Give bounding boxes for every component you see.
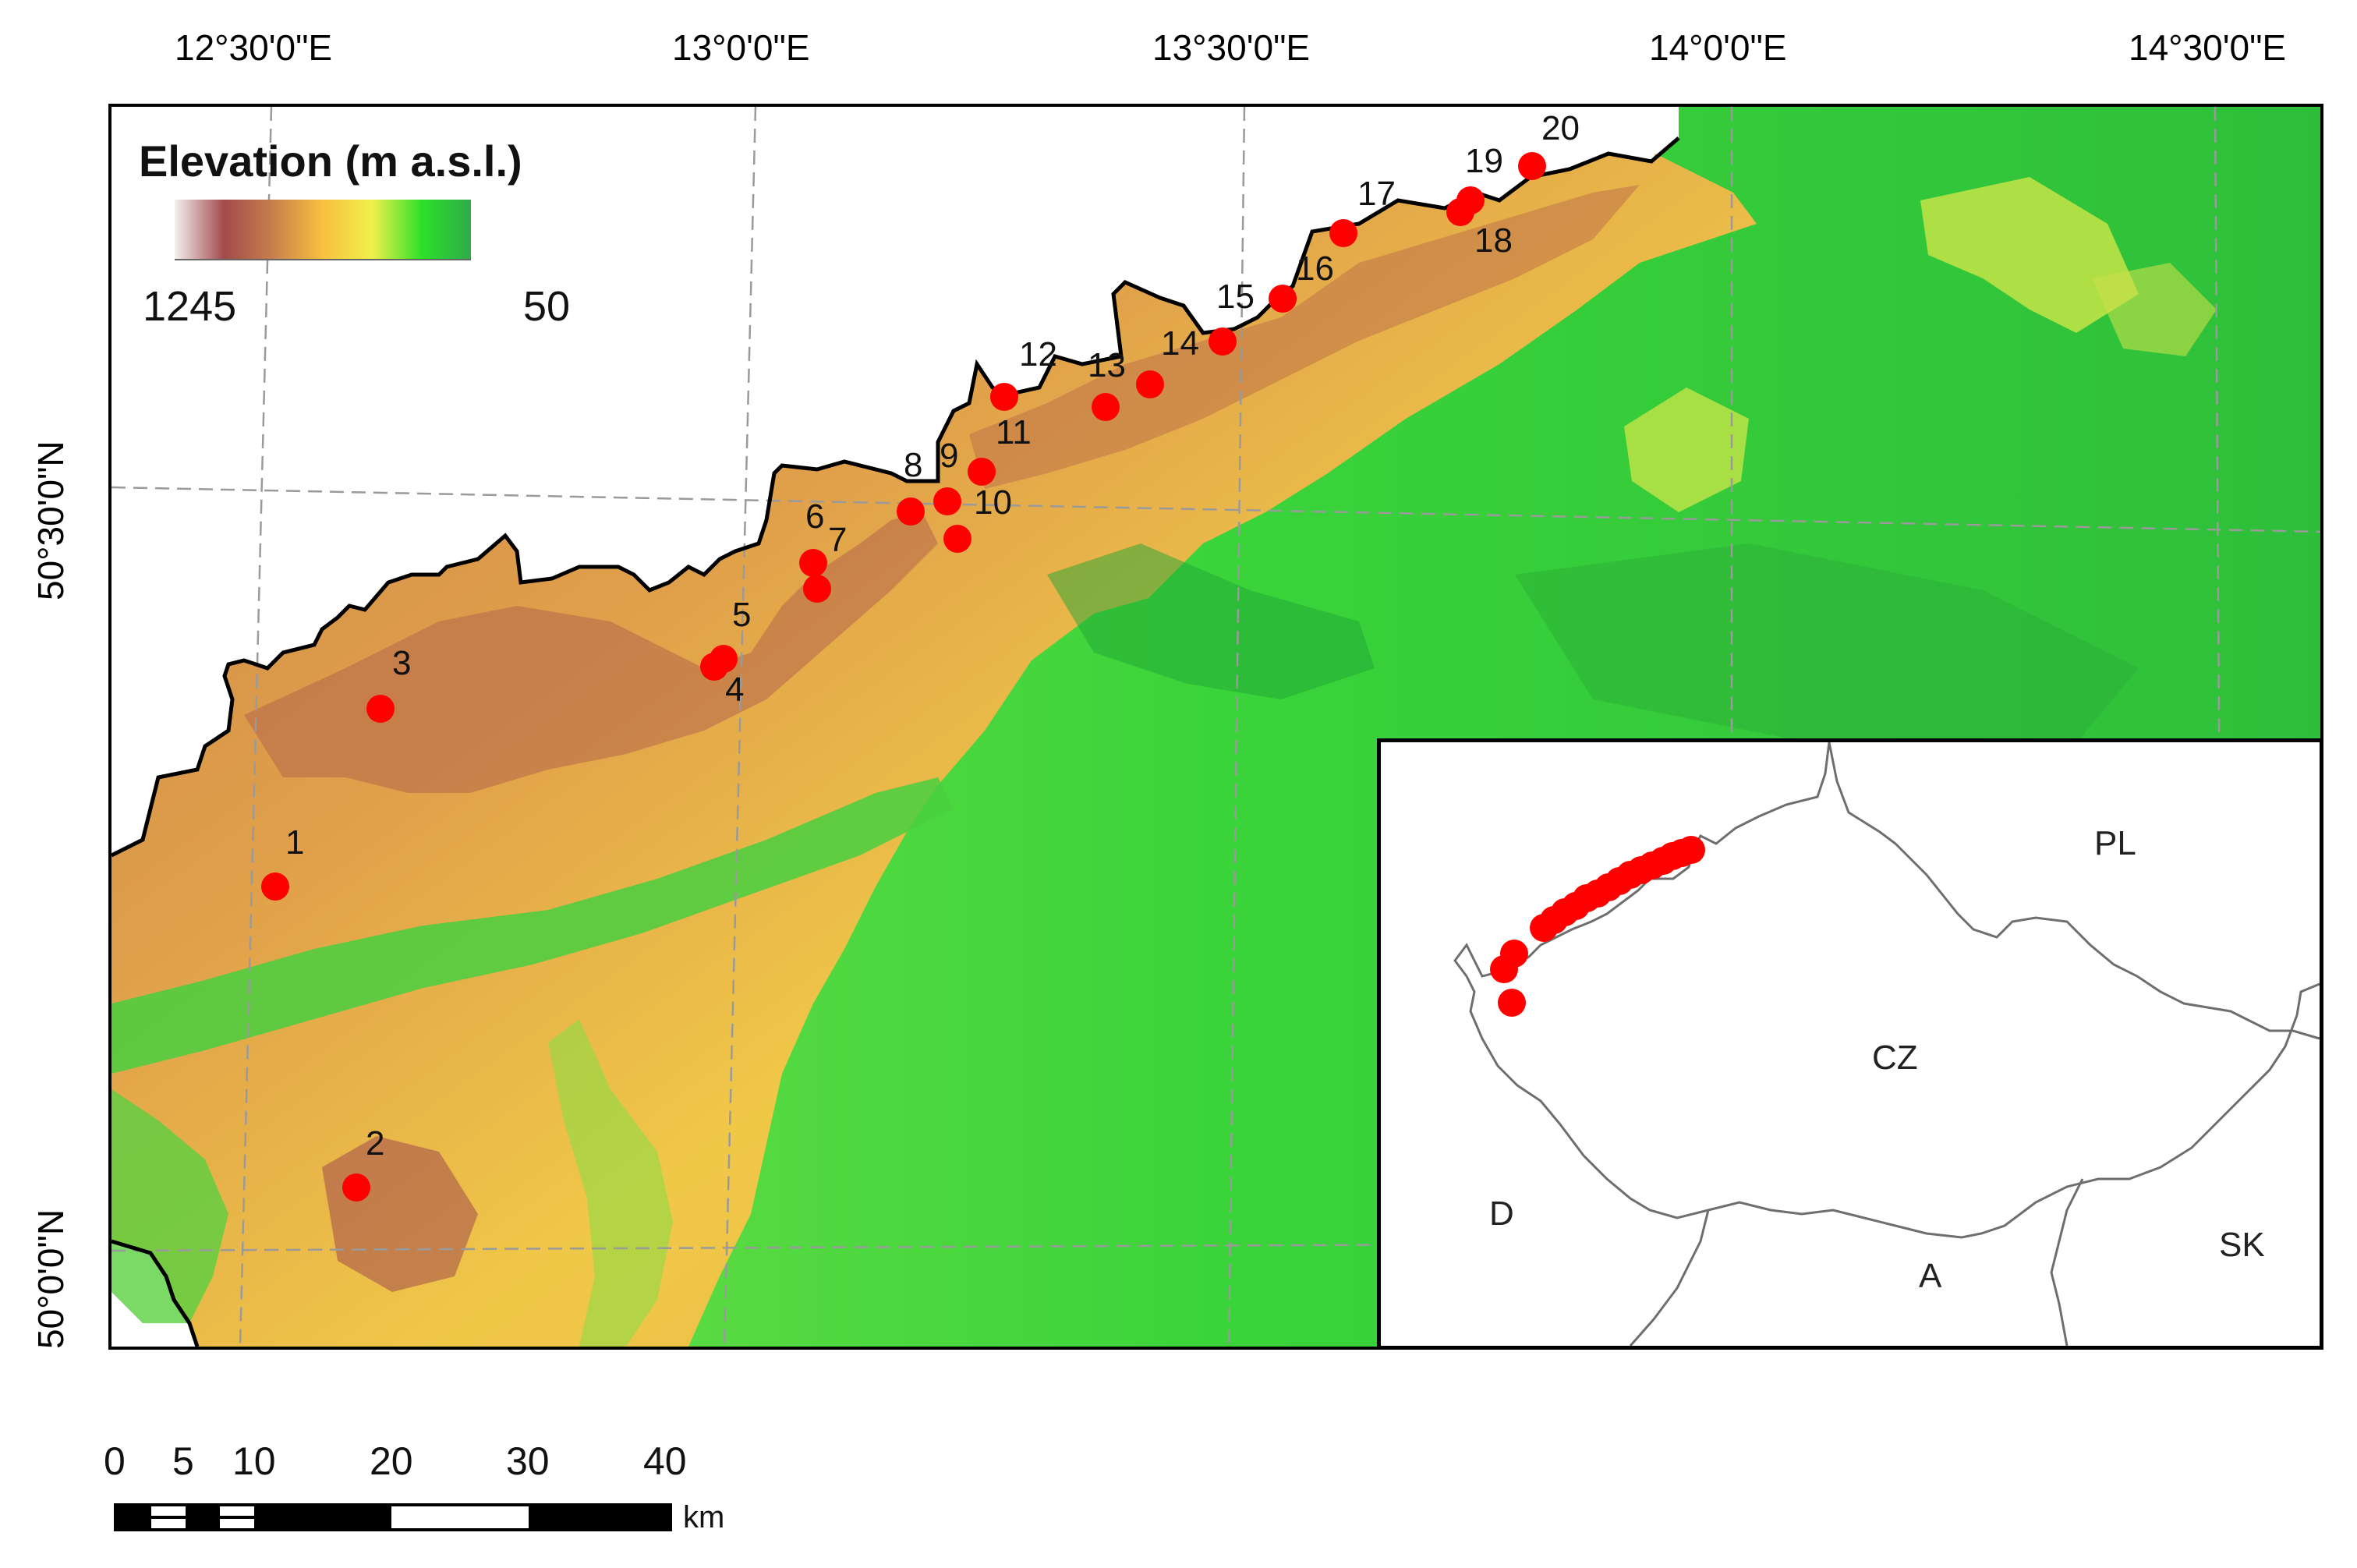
site-2-label: 2 [366,1124,385,1163]
site-16-marker [1269,285,1297,313]
site-2-marker [342,1173,370,1202]
site-15-label: 15 [1216,278,1255,316]
ridge-crest-west [244,512,938,793]
site-15-marker [1209,327,1237,356]
site-19-label: 19 [1465,142,1503,180]
inset-label-d: D [1489,1195,1514,1233]
plateau-east-2 [1624,388,1749,512]
state-border-south [111,1239,200,1347]
site-7-marker [803,575,831,603]
basin-dark-east [1515,543,2139,762]
site-18-label: 18 [1474,221,1513,260]
longitude-label-14-00: 14°0'0"E [1649,27,1787,68]
site-3-label: 3 [392,644,412,682]
site-10-marker [943,525,971,553]
site-9-label: 9 [940,437,959,475]
site-10-label: 10 [974,483,1012,522]
valley-ohre [111,777,954,1074]
site-7-label: 7 [828,521,848,559]
site-13-label: 13 [1088,346,1126,384]
austria-slovakia-border [2050,1178,2084,1346]
site-20-label: 20 [1541,109,1580,147]
basin-dark [1047,543,1375,699]
scale-tick-5: 5 [172,1439,194,1483]
inset-label-pl: PL [2094,824,2136,862]
state-border [111,136,1680,858]
site-16-label: 16 [1296,250,1334,288]
longitude-label-13-00: 13°0'0"E [672,27,810,68]
longitude-label-12-30: 12°30'0"E [175,27,333,68]
elevation-map-svg [111,107,2320,1347]
germany-area [111,107,1679,855]
inset-label-sk: SK [2219,1226,2265,1264]
elevation-map [108,104,2323,1350]
scale-tick-10: 10 [232,1439,276,1483]
scale-unit: km [683,1500,725,1534]
inset-label-a: A [1919,1257,1942,1295]
site-12-marker [990,383,1018,411]
legend-max-label: 1245 [143,283,237,330]
poland-border [1828,742,2320,1040]
inset-locator-map: PL CZ D A SK [1377,738,2323,1350]
longitude-label-14-30: 14°30'0"E [2129,27,2287,68]
scale-bar [114,1503,672,1531]
inset-map-svg [1453,742,2320,1346]
scale-segment-4 [529,1506,669,1528]
site-3-marker [366,695,395,723]
site-11-marker [968,458,996,486]
austria-germany-border [1629,1209,1710,1346]
site-20-marker [1518,152,1546,180]
highland-terrain [111,154,1757,1347]
inset-label-cz: CZ [1872,1039,1918,1077]
site-11-label: 11 [996,413,1032,451]
ridge-crest-east [969,185,1640,489]
site-6-label: 6 [805,497,825,536]
site-17-label: 17 [1357,175,1396,213]
legend-color-ramp [175,200,471,260]
plateau-east-1 [1920,177,2139,333]
site-5-label: 5 [732,596,752,634]
site-9-marker [933,487,961,515]
scale-tick-20: 20 [370,1439,413,1483]
site-1-marker [261,872,289,901]
site-8-marker [897,497,925,526]
site-1-label: 1 [285,823,305,862]
site-8-label: 8 [904,446,923,484]
site-12-label: 12 [1019,335,1057,373]
legend-title: Elevation (m a.s.l.) [139,136,522,186]
legend-min-label: 50 [523,283,571,330]
sample-sites [261,152,1546,1202]
site-14-marker [1136,370,1164,398]
longitude-label-13-30: 13°30'0"E [1152,27,1311,68]
plateau-east-3 [2092,263,2217,356]
site-6-marker [799,549,827,577]
site-19-marker [1456,186,1485,214]
inset-sites [1490,836,1705,1017]
legend-ramp-baseline [175,259,471,260]
latitude-label-50-30: 50°30'0"N [30,441,71,600]
latitude-label-50-00: 50°0'0"N [30,1209,71,1349]
site-5-marker [710,645,738,673]
site-14-label: 14 [1161,324,1199,363]
czech-outline [1453,742,2320,1239]
valley-west [111,1089,228,1323]
scale-tick-0: 0 [104,1439,126,1483]
site-4-label: 4 [725,671,745,709]
site-13-marker [1092,393,1120,421]
scale-midline [117,1516,391,1519]
scale-tick-40: 40 [643,1439,687,1483]
valley-south [548,1019,673,1347]
site-17-marker [1329,219,1357,247]
scale-tick-30: 30 [506,1439,550,1483]
